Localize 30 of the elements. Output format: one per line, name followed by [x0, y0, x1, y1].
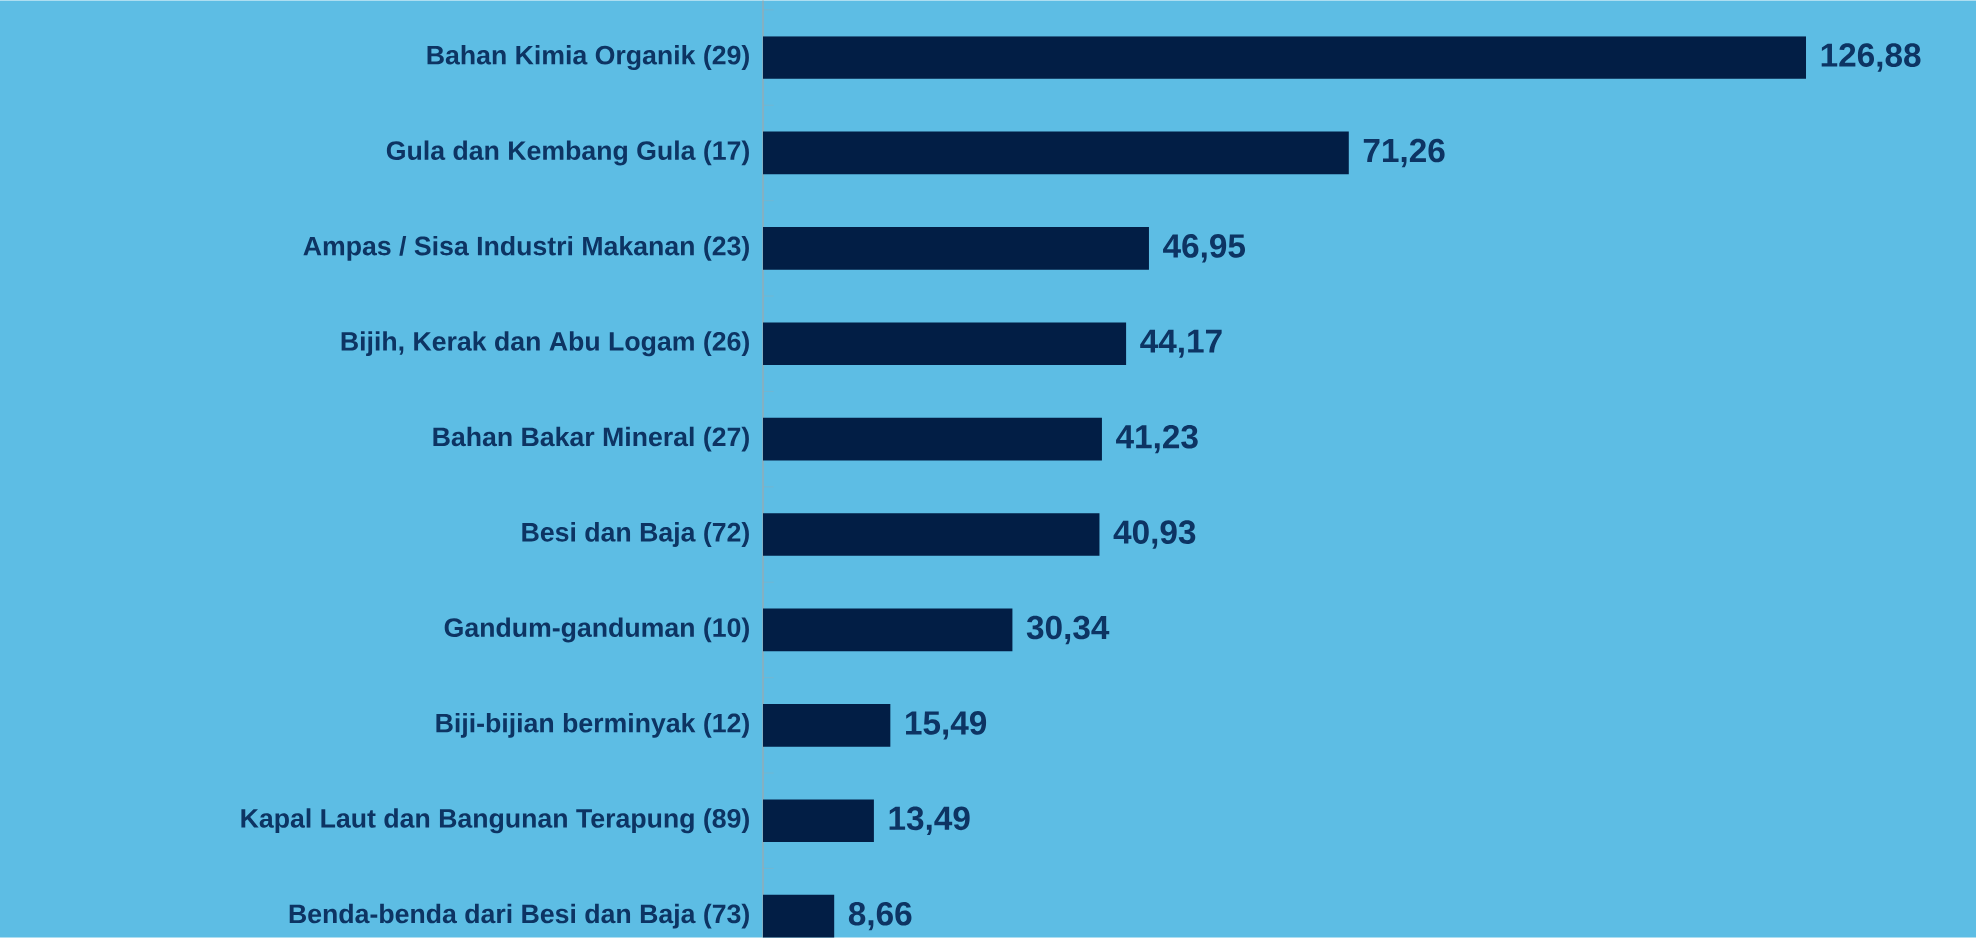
- data-label: 44,17: [1140, 329, 1222, 358]
- bar: [763, 608, 1013, 652]
- data-label: 8,66: [848, 901, 912, 931]
- y-tick-label: Gandum-ganduman (10): [444, 617, 749, 643]
- y-tick-label: Benda-benda dari Besi dan Baja (73): [289, 903, 749, 929]
- data-label: 41,23: [1116, 424, 1198, 454]
- y-tick-label: Bahan Bakar Mineral (27): [433, 426, 749, 452]
- data-label: 15,49: [906, 711, 987, 740]
- y-tick-label: Biji-bijian berminyak (12): [436, 712, 749, 738]
- bar: [763, 513, 1100, 556]
- data-label: 126,88: [1821, 43, 1921, 72]
- data-label: 13,49: [889, 806, 970, 835]
- y-tick-label: Ampas / Sisa Industri Makanan (23): [303, 235, 749, 261]
- bar: [763, 36, 1807, 79]
- y-tick-label: Bijih, Kerak dan Abu Logam (26): [341, 331, 749, 357]
- y-tick-label: Besi dan Baja (72): [522, 522, 749, 547]
- y-tick-label: Bahan Kimia Organik (29): [427, 45, 749, 70]
- data-label: 46,95: [1163, 234, 1246, 263]
- bar: [763, 799, 874, 843]
- bar: [763, 226, 1149, 270]
- y-tick-label: Gula dan Kembang Gula (17): [386, 140, 749, 166]
- bar: [763, 322, 1127, 366]
- data-label: 71,26: [1363, 138, 1445, 168]
- data-label: 40,93: [1113, 520, 1196, 549]
- bar: [763, 131, 1349, 175]
- y-tick-label: Kapal Laut dan Bangunan Terapung (89): [241, 808, 749, 834]
- bar: [763, 894, 835, 938]
- data-label: 30,34: [1026, 615, 1110, 645]
- bar: [763, 417, 1102, 461]
- bar: [763, 703, 891, 747]
